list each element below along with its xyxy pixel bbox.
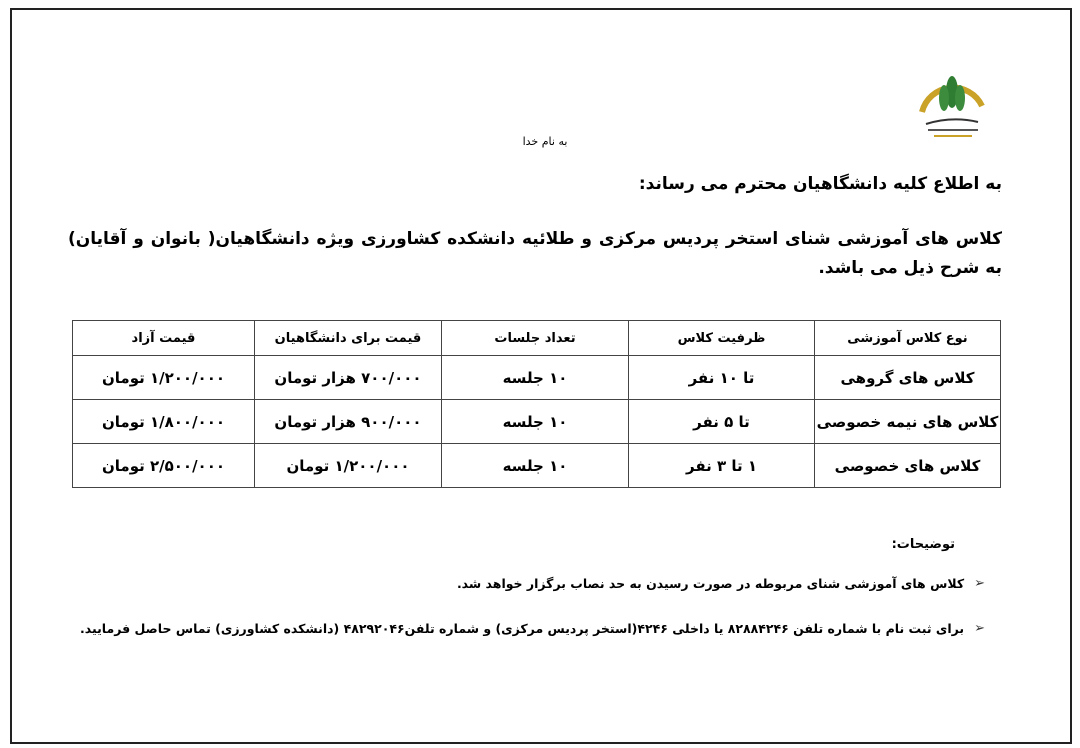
cell-student-price: ۱/۲۰۰/۰۰۰ تومان [254,443,442,488]
notes-title: توضیحات: [891,537,955,552]
cell-public-price: ۲/۵۰۰/۰۰۰ تومان [72,443,255,488]
table-row: کلاس های گروهی تا ۱۰ نفر ۱۰ جلسه ۷۰۰/۰۰۰… [72,355,1001,400]
cell-class-type: کلاس های خصوصی [814,443,1001,488]
cell-public-price: ۱/۲۰۰/۰۰۰ تومان [72,355,255,400]
cell-class-type: کلاس های نیمه خصوصی [814,399,1001,444]
bismillah: به نام خدا [522,135,568,148]
cell-student-price: ۹۰۰/۰۰۰ هزار تومان [254,399,442,444]
university-logo [912,72,992,142]
page-border [10,8,1072,744]
arrow-bullet-icon: ➢ [974,621,985,636]
note-text: برای ثبت نام با شماره تلفن ۸۲۸۸۴۲۴۶ یا د… [80,621,965,636]
classes-table: نوع کلاس آموزشی ظرفیت کلاس تعداد جلسات ق… [72,320,1001,488]
logo-icon [919,76,985,137]
cell-capacity: تا ۱۰ نفر [628,355,815,400]
cell-class-type: کلاس های گروهی [814,355,1001,400]
note-item: ➢ برای ثبت نام با شماره تلفن ۸۲۸۸۴۲۴۶ یا… [80,621,985,636]
table-row: کلاس های نیمه خصوصی تا ۵ نفر ۱۰ جلسه ۹۰۰… [72,399,1001,444]
header-class-type: نوع کلاس آموزشی [814,320,1001,356]
cell-capacity: تا ۵ نفر [628,399,815,444]
note-item: ➢ کلاس های آموزشی شنای مربوطه در صورت رس… [457,576,985,591]
cell-sessions: ۱۰ جلسه [441,399,629,444]
intro-heading: به اطلاع کلیه دانشگاهیان محترم می رساند: [638,174,1002,194]
main-paragraph: کلاس های آموزشی شنای استخر پردیس مرکزی و… [68,229,1002,278]
header-sessions: تعداد جلسات [441,320,629,356]
table-header-row: نوع کلاس آموزشی ظرفیت کلاس تعداد جلسات ق… [72,320,1001,356]
cell-student-price: ۷۰۰/۰۰۰ هزار تومان [254,355,442,400]
arrow-bullet-icon: ➢ [974,576,985,591]
cell-public-price: ۱/۸۰۰/۰۰۰ تومان [72,399,255,444]
note-text: کلاس های آموزشی شنای مربوطه در صورت رسید… [456,576,965,591]
cell-sessions: ۱۰ جلسه [441,443,629,488]
header-public-price: قیمت آزاد [72,320,255,356]
header-capacity: ظرفیت کلاس [628,320,815,356]
header-student-price: قیمت برای دانشگاهیان [254,320,442,356]
cell-capacity: ۱ تا ۳ نفر [628,443,815,488]
cell-sessions: ۱۰ جلسه [441,355,629,400]
table-row: کلاس های خصوصی ۱ تا ۳ نفر ۱۰ جلسه ۱/۲۰۰/… [72,443,1001,488]
